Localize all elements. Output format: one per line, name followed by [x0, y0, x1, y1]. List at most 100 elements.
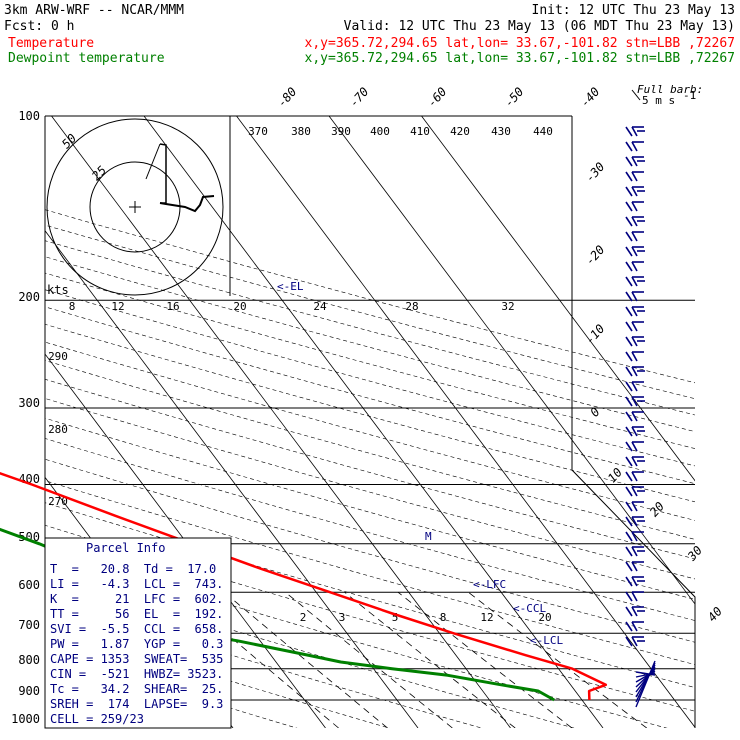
init-time: Init: 12 UTC Thu 23 May 13	[532, 3, 736, 18]
dewpoint-location: x,y=365.72,294.65 lat,lon= 33.67,-101.82…	[305, 51, 735, 66]
parcel-info-background	[44, 537, 232, 729]
dry-adiabat	[45, 480, 695, 665]
dry-adiabat	[45, 256, 695, 432]
temperature-line	[0, 471, 608, 701]
storm-motion-vector	[145, 143, 161, 180]
mixing-ratio-line	[223, 591, 388, 728]
isotherm-label: -30	[583, 160, 608, 185]
el-marker: <-EL	[277, 280, 304, 293]
wind-barb	[625, 501, 644, 512]
ccl-marker: <-CCL	[513, 602, 546, 615]
theta-label: 430	[491, 125, 511, 138]
hodograph-ring-label: 25	[89, 163, 109, 183]
dry-adiabat	[45, 438, 695, 621]
wind-barb	[625, 396, 645, 407]
pressure-axis: 100 200 300 400 500 600 700 800 900 1000	[11, 109, 40, 726]
isotherm-label: -10	[583, 322, 608, 347]
wind-barb	[625, 456, 645, 467]
forecast-hour: Fcst: 0 h	[4, 19, 74, 34]
isotherm-label: 20	[647, 499, 667, 519]
wind-barb	[625, 321, 644, 332]
wind-barb	[625, 201, 644, 212]
parcel-info-row: Tc = 34.2 SHEAR= 25.	[50, 682, 223, 696]
wind-barb	[625, 621, 644, 632]
dry-adiabat	[45, 572, 576, 728]
wind-barb	[635, 660, 656, 708]
isotherm-label: 10	[605, 465, 625, 485]
wind-barb	[625, 276, 645, 287]
wind-barb	[625, 411, 644, 422]
parcel-info-title: Parcel Info	[86, 541, 165, 555]
barb-legend-exp: -1	[683, 89, 696, 102]
parcel-markers: <-EL M <-LFC <-CCL <-LCL	[277, 280, 563, 647]
parcel-info-row: TT = 56 EL = 192.	[50, 607, 223, 621]
parcel-info-row: LI = -4.3 LCL = 743.	[50, 577, 223, 591]
parcel-info-row: PW = 1.87 YGP = 0.3	[50, 637, 223, 651]
kts-label: kts	[47, 283, 69, 297]
wind-barb	[625, 141, 644, 152]
wind-barb	[625, 636, 645, 647]
parcel-info-row: SREH = 174 LAPSE= 9.3	[50, 697, 223, 711]
lcl-marker: <-LCL	[530, 634, 563, 647]
parcel-info-row: T = 20.8 Td = 17.0	[50, 562, 216, 576]
valid-time: Valid: 12 UTC Thu 23 May 13 (06 MDT Thu …	[344, 19, 735, 34]
model-title: 3km ARW-WRF -- NCAR/MMM	[4, 3, 184, 18]
parcel-info-row: CELL = 259/23	[50, 712, 144, 726]
wind-barb	[625, 336, 645, 347]
barb-legend-value: 5 m s	[642, 94, 675, 107]
isotherm-label: -40	[578, 85, 603, 110]
wind-barbs: Full barb: 5 m s -1	[625, 83, 703, 708]
isotherm-label: -50	[502, 85, 527, 110]
hodograph-trace	[159, 195, 215, 213]
pressure-label: 700	[18, 618, 40, 632]
parcel-info-row: SVI = -5.5 CCL = 658.	[50, 622, 223, 636]
pressure-label: 300	[18, 396, 40, 410]
pressure-label: 600	[18, 578, 40, 592]
speed-tick: 28	[405, 300, 418, 313]
isotherm-label: 40	[705, 604, 725, 624]
mixing-ratio-line	[397, 591, 573, 728]
mixing-ratio-label: 3	[339, 611, 346, 624]
dry-adiabat	[45, 458, 695, 643]
mixing-ratio-labels: 2 3 5 8 12 20	[300, 611, 552, 624]
dry-adiabat	[45, 289, 695, 467]
speed-ticks: 8 12 16 20 24 28 32	[69, 300, 515, 313]
dry-adiabat	[45, 417, 695, 600]
hodograph: 50 25 kts	[46, 116, 231, 297]
speed-tick: 20	[233, 300, 246, 313]
wind-barb	[625, 441, 644, 452]
pressure-label: 200	[18, 290, 40, 304]
wind-barb	[625, 471, 644, 482]
parcel-info-row: CAPE = 1353 SWEAT= 535	[50, 652, 223, 666]
isotherm	[236, 116, 695, 728]
hodograph-ring-outer	[46, 118, 224, 296]
pressure-label: 800	[18, 653, 40, 667]
wind-barb	[635, 672, 656, 678]
isotherm	[45, 230, 419, 728]
theta-label: 390	[331, 125, 351, 138]
wind-barb	[625, 291, 644, 302]
m-marker: M	[425, 530, 432, 543]
isotherm	[45, 353, 326, 728]
wind-barb	[625, 381, 644, 392]
dry-adiabat	[45, 502, 695, 688]
wind-barb	[625, 531, 644, 542]
mixing-ratio-line	[285, 591, 453, 728]
isotherm	[328, 116, 695, 605]
dry-adiabat	[45, 360, 695, 540]
wind-barb	[625, 591, 644, 602]
isotherm-label: -70	[347, 85, 372, 110]
wind-barb	[625, 606, 645, 617]
isotherm-label: -80	[275, 85, 300, 110]
temperature-location: x,y=365.72,294.65 lat,lon= 33.67,-101.82…	[305, 36, 735, 51]
parcel-info-box: Parcel Info T = 20.8 Td = 17.0 LI = -4.3…	[44, 537, 232, 729]
dry-adiabat	[45, 240, 695, 416]
mixing-ratio-label: 2	[300, 611, 307, 624]
theta-label: 400	[370, 125, 390, 138]
wind-barb	[625, 486, 645, 497]
wind-barb	[625, 546, 645, 557]
wind-barb	[625, 156, 645, 167]
theta-label: 420	[450, 125, 470, 138]
speed-tick: 8	[69, 300, 76, 313]
